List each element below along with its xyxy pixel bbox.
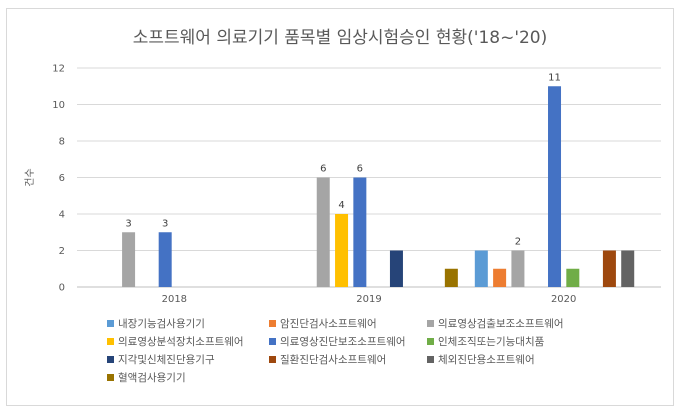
data-label: 3 (162, 218, 168, 229)
bar-2019-series-6 (389, 250, 403, 287)
bar-2020-series-0 (474, 250, 488, 287)
y-tick-label: 12 (52, 64, 65, 75)
y-tick-label: 0 (59, 283, 65, 294)
x-tick-label: 2019 (356, 294, 381, 305)
legend-swatch (427, 356, 434, 363)
y-tick-label: 6 (59, 173, 65, 184)
legend-entry: 암진단검사소프트웨어 (280, 318, 377, 330)
legend-entry: 지각및신체진단용기구 (118, 354, 215, 366)
y-tick-label: 4 (59, 210, 65, 221)
bar-2020-series-5 (566, 268, 580, 287)
y-tick-label: 8 (59, 137, 65, 148)
bar-2019-series-3 (335, 214, 349, 287)
gridlines (77, 67, 661, 288)
x-tick-label: 2018 (162, 294, 187, 305)
bar-2019-series-2 (316, 177, 330, 287)
bar-2020-series-7 (602, 250, 616, 287)
bars (122, 86, 635, 287)
legend-swatch (107, 320, 114, 327)
legend: 내장기능검사용기기 암진단검사소프트웨어 의료영상검출보조소프트웨어의료영상분석장치… (107, 318, 564, 384)
legend-swatch (427, 320, 434, 327)
legend-swatch (269, 320, 276, 327)
bar-2020-series-1 (493, 268, 507, 287)
legend-entry: 질환진단검사소프트웨어 (280, 354, 386, 366)
data-label: 4 (338, 200, 344, 211)
legend-entry: 내장기능검사용기기 (118, 318, 205, 330)
legend-entry: 체외진단용소프트웨어 (438, 354, 535, 366)
y-axis-ticks: 0 2 4 6 8 10 12 (52, 64, 65, 294)
chart-svg: 소프트웨어 의료기기 품목별 임상시험승인 현황('18~'20) 건수 0 2 4… (24, 28, 661, 384)
data-labels: 3 3 6 4 6 2 11 (125, 72, 560, 247)
y-tick-label: 10 (52, 100, 65, 111)
data-label: 2 (515, 237, 521, 248)
bar-2019-series-9 (444, 268, 458, 287)
bar-2019-series-4 (353, 177, 367, 287)
chart-title: 소프트웨어 의료기기 품목별 임상시험승인 현황('18~'20) (133, 28, 548, 48)
bar-2020-series-2 (511, 250, 525, 287)
bar-2018-series-2 (122, 232, 136, 287)
legend-entry: 혈액검사용기기 (118, 371, 186, 384)
chart-frame: 소프트웨어 의료기기 품목별 임상시험승인 현황('18~'20) 건수 0 2 4… (6, 8, 674, 406)
legend-entry: 의료영상분석장치소프트웨어 (118, 336, 244, 348)
data-label: 3 (125, 218, 131, 229)
bar-2018-series-4 (158, 232, 172, 287)
legend-swatch (269, 338, 276, 345)
data-label: 6 (357, 164, 363, 175)
legend-swatch (107, 374, 114, 381)
data-label: 6 (320, 164, 326, 175)
x-axis-ticks: 2018 2019 2020 (162, 294, 577, 305)
legend-swatch (107, 356, 114, 363)
y-tick-label: 2 (59, 246, 65, 257)
y-axis-label: 건수 (24, 168, 36, 186)
legend-entry: 의료영상진단보조소프트웨어 (280, 336, 406, 348)
legend-swatch (107, 338, 114, 345)
data-label: 11 (548, 72, 561, 83)
legend-swatch (427, 338, 434, 345)
bar-2020-series-8 (621, 250, 635, 287)
legend-entry: 인체조직또는기능대치품 (438, 336, 545, 348)
x-tick-label: 2020 (551, 294, 576, 305)
legend-entry: 의료영상검출보조소프트웨어 (438, 318, 564, 330)
bar-2020-series-4 (548, 86, 562, 287)
legend-swatch (269, 356, 276, 363)
